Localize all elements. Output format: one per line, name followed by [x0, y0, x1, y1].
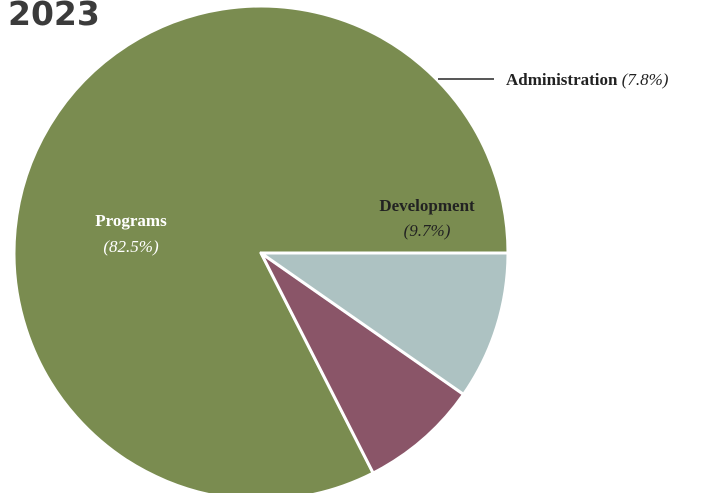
slice-label-programs: Programs — [95, 211, 167, 230]
slice-value-development: (9.7%) — [404, 221, 451, 240]
slice-label-development: Development — [379, 196, 475, 215]
pie-slice-administration — [259, 251, 466, 475]
slice-value-programs: (82.5%) — [103, 237, 159, 256]
chart-title: 2023 — [8, 0, 100, 33]
pie-slice-programs — [12, 4, 510, 493]
slice-label-administration: Administration (7.8%) — [506, 70, 669, 89]
pie-slice-development — [259, 251, 510, 396]
